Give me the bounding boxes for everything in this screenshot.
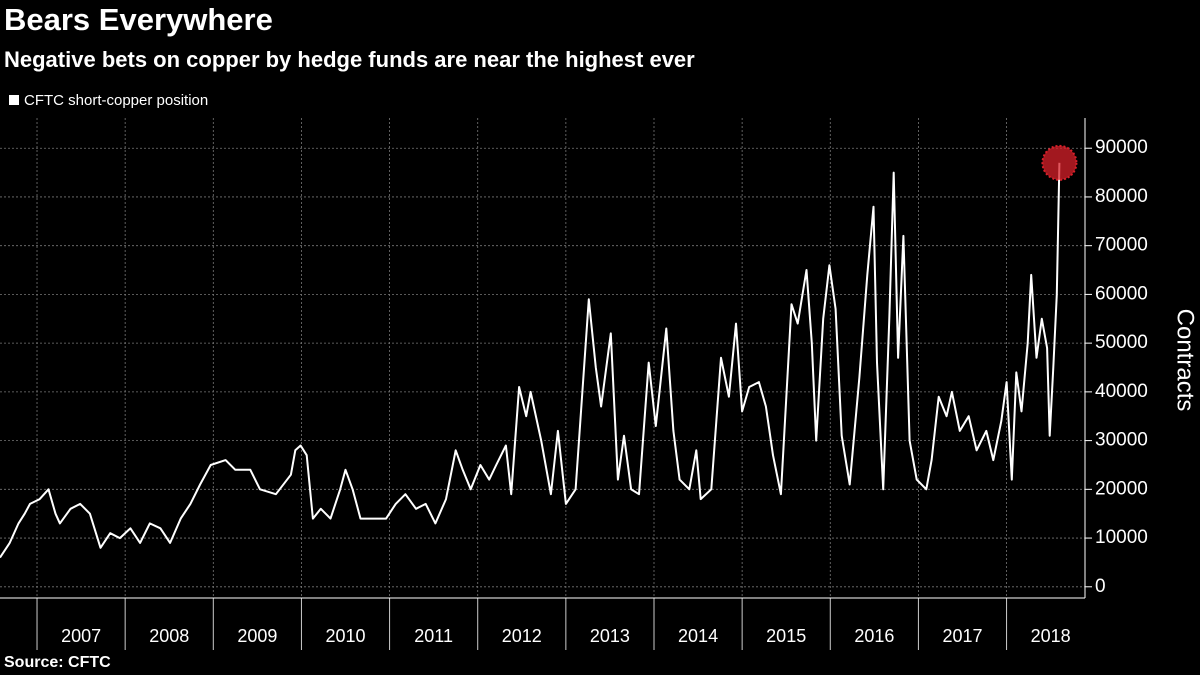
chart-title: Bears Everywhere	[4, 2, 273, 37]
legend-label: CFTC short-copper position	[24, 92, 208, 109]
x-tick-label: 2015	[766, 626, 806, 646]
x-tick-label: 2008	[149, 626, 189, 646]
y-axis-label: Contracts	[1172, 309, 1199, 412]
y-tick-label: 90000	[1095, 137, 1148, 158]
y-tick-label: 10000	[1095, 527, 1148, 548]
x-tick-label: 2018	[1031, 626, 1071, 646]
chart-subtitle: Negative bets on copper by hedge funds a…	[4, 47, 695, 72]
x-tick-label: 2016	[854, 626, 894, 646]
y-tick-label: 20000	[1095, 478, 1148, 499]
x-tick-label: 2010	[325, 626, 365, 646]
y-tick-label: 70000	[1095, 235, 1148, 256]
y-tick-label: 50000	[1095, 332, 1148, 353]
y-tick-label: 30000	[1095, 430, 1148, 451]
y-tick-label: 80000	[1095, 186, 1148, 207]
highlight-marker	[1041, 144, 1078, 181]
y-tick-label: 60000	[1095, 283, 1148, 304]
legend-swatch	[9, 95, 19, 105]
x-tick-label: 2007	[61, 626, 101, 646]
x-tick-label: 2017	[942, 626, 982, 646]
y-tick-label: 0	[1095, 576, 1106, 597]
x-tick-label: 2014	[678, 626, 718, 646]
y-tick-label: 40000	[1095, 381, 1148, 402]
x-tick-label: 2012	[502, 626, 542, 646]
data-line	[0, 162, 1061, 559]
x-tick-label: 2009	[237, 626, 277, 646]
x-tick-label: 2011	[414, 626, 453, 646]
x-tick-label: 2013	[590, 626, 630, 646]
source-note: Source: CFTC	[4, 654, 111, 671]
